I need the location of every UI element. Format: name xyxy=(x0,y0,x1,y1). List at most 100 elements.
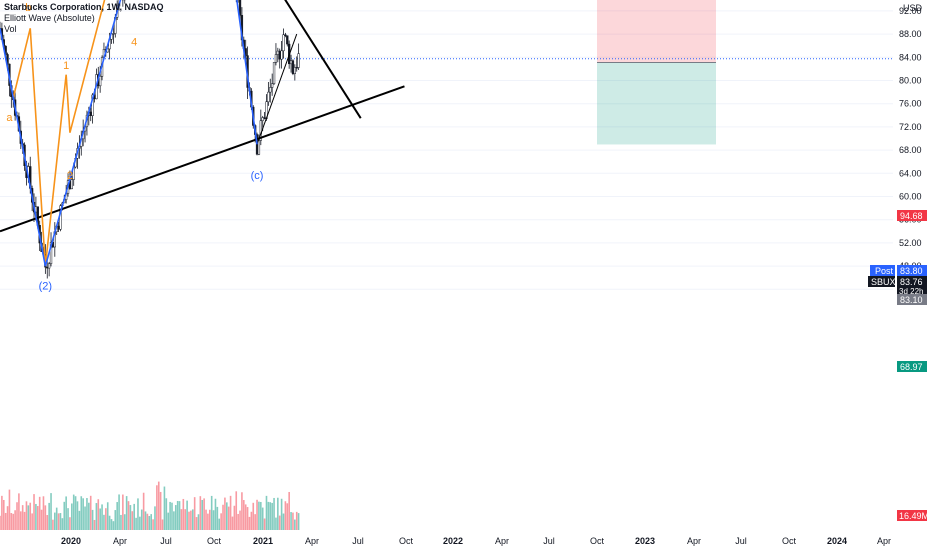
candle-body xyxy=(91,94,94,116)
volume-bar xyxy=(290,512,292,530)
primary-wave-line[interactable] xyxy=(0,0,258,267)
volume-bar xyxy=(218,518,221,530)
volume-bar xyxy=(122,494,124,530)
chart-title: Starbucks Corporation, 1W, NASDAQ xyxy=(4,2,164,12)
date-tick-label: Jul xyxy=(352,536,364,546)
volume-bar xyxy=(101,504,103,530)
volume-bar xyxy=(67,508,69,530)
volume-bar xyxy=(246,507,249,530)
volume-bar xyxy=(21,505,24,530)
price-tags: 94.68 Post 83.80 SBUX 83.76 3d 22h 83.10… xyxy=(868,210,929,521)
candle-body xyxy=(291,60,295,74)
volume-bar xyxy=(252,502,255,530)
volume-bar xyxy=(256,499,258,530)
volume-bar xyxy=(114,510,117,530)
elliott-wave-labels: (2)(3)(4)(5)(a)(b)(c)ab12345 xyxy=(6,2,264,292)
volume-bar xyxy=(125,496,128,530)
volume-bar xyxy=(265,495,268,530)
date-axis[interactable]: 2020 Apr Jul Oct 2021 Apr Jul Oct 2022 Apr Jul Oct 2… xyxy=(61,536,891,546)
volume-bar xyxy=(233,505,236,530)
date-tick-label: Apr xyxy=(113,536,127,546)
volume-bar xyxy=(18,493,20,530)
post-label-tag xyxy=(870,265,895,276)
date-tick-label: Apr xyxy=(495,536,509,546)
volume-bar xyxy=(241,492,243,530)
wave-label: 2 xyxy=(67,170,73,182)
volume-bar xyxy=(16,502,18,530)
candle-body xyxy=(267,91,270,103)
volume-bar xyxy=(59,513,62,530)
volume-bar xyxy=(137,498,139,530)
volume-bar xyxy=(292,512,294,530)
volume-bar xyxy=(1,495,3,530)
wave-label: (c) xyxy=(251,170,264,182)
volume-bars xyxy=(0,481,300,530)
volume-bar xyxy=(65,496,67,530)
volume-bar xyxy=(76,501,79,530)
volume-bar xyxy=(243,500,245,530)
candle-body xyxy=(46,266,49,269)
volume-bar xyxy=(14,510,16,530)
price-tick-label: 68.00 xyxy=(899,145,922,155)
volume-bar xyxy=(167,512,170,530)
volume-bar xyxy=(105,508,107,530)
volume-bar xyxy=(142,492,145,530)
volume-bar xyxy=(29,502,32,530)
trendline-resistance[interactable] xyxy=(178,0,362,119)
indicator-volume[interactable]: Vol xyxy=(4,24,17,34)
symbol-label: SBUX xyxy=(871,277,896,287)
volume-bar xyxy=(250,511,253,530)
date-tick-label: Apr xyxy=(305,536,319,546)
trendline-support[interactable] xyxy=(0,85,405,233)
volume-bar xyxy=(277,497,279,530)
stop-loss-zone[interactable] xyxy=(597,0,716,63)
last-price-value: 83.76 xyxy=(900,277,923,287)
candle-body xyxy=(293,67,296,74)
volume-bar xyxy=(106,502,109,530)
target-tag-value: 68.97 xyxy=(900,362,923,372)
volume-bar xyxy=(163,486,166,530)
volume-bar xyxy=(244,504,247,530)
volume-bar xyxy=(61,518,64,530)
minor-wave-line[interactable] xyxy=(12,0,155,267)
volume-bar xyxy=(38,496,41,530)
volume-bar xyxy=(288,491,290,530)
volume-bar xyxy=(199,496,202,530)
volume-bar xyxy=(91,509,94,530)
candle-body xyxy=(286,35,289,45)
volume-bar xyxy=(294,519,296,530)
price-tick-label: 88.00 xyxy=(899,29,922,39)
volume-bar xyxy=(40,509,43,530)
candle-body xyxy=(269,87,272,93)
price-axis[interactable]: USD 44.0048.0052.0056.0060.0064.0068.007… xyxy=(899,0,927,294)
trendline-wedge-lower[interactable] xyxy=(256,33,298,145)
volume-bar xyxy=(74,496,77,530)
volume-bar xyxy=(169,501,171,530)
short-position-tool[interactable] xyxy=(597,0,716,145)
volume-bar xyxy=(188,511,190,530)
take-profit-zone[interactable] xyxy=(597,62,716,145)
volume-bar xyxy=(182,498,185,530)
volume-bar xyxy=(263,518,266,530)
volume-bar xyxy=(52,519,54,530)
volume-bar xyxy=(0,515,1,530)
volume-bar xyxy=(146,513,149,530)
volume-bar xyxy=(237,513,239,530)
volume-bar xyxy=(131,511,134,530)
candle-body xyxy=(295,67,298,69)
volume-bar xyxy=(186,500,188,530)
volume-bar xyxy=(297,513,300,530)
volume-bar xyxy=(33,494,35,530)
volume-bar xyxy=(127,501,130,530)
price-tick-label: 76.00 xyxy=(899,99,922,109)
date-tick-label: Oct xyxy=(399,536,414,546)
date-tick-label: 2021 xyxy=(253,536,273,546)
indicator-elliott-wave[interactable]: Elliott Wave (Absolute) xyxy=(4,13,95,23)
elliott-wave-lines[interactable] xyxy=(0,0,258,267)
wave-label: b xyxy=(25,2,31,14)
trendlines[interactable] xyxy=(0,0,405,233)
volume-bar xyxy=(275,517,277,530)
volume-bar xyxy=(201,499,204,530)
price-tick-label: 80.00 xyxy=(899,76,922,86)
